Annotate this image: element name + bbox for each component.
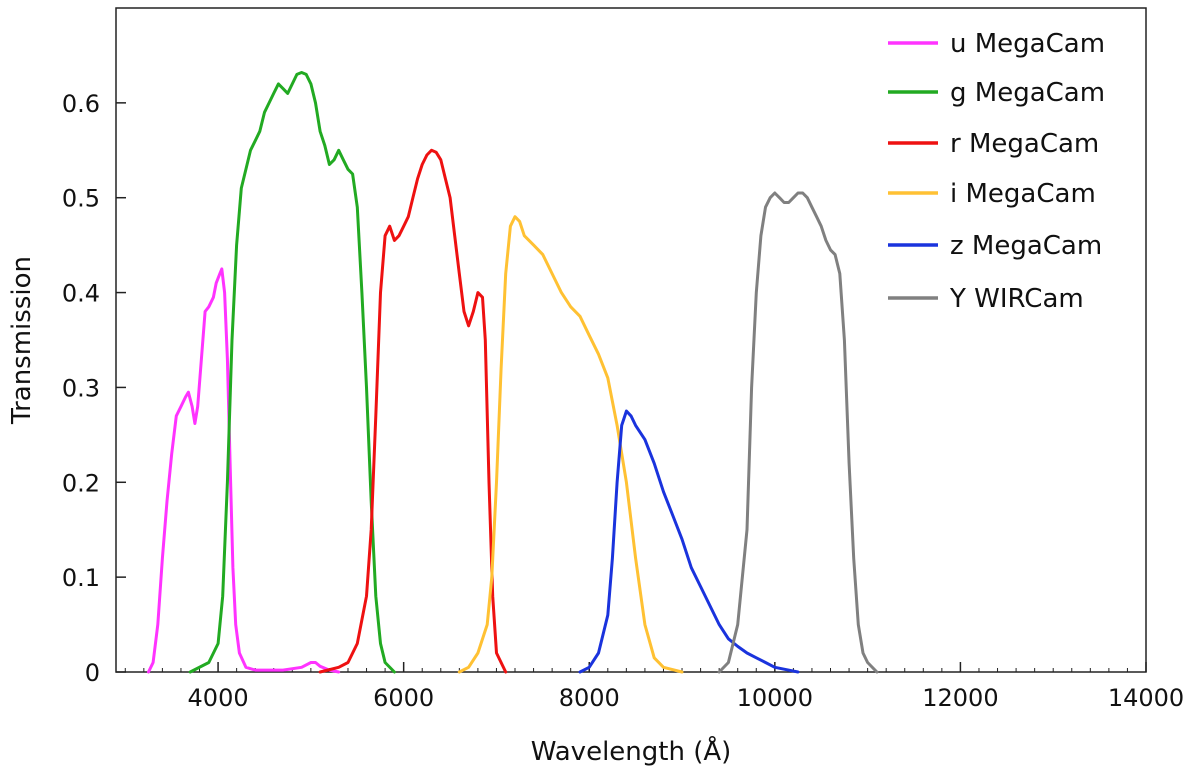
legend-label-i: i MegaCam xyxy=(950,179,1096,209)
plot-frame xyxy=(115,7,1147,673)
x-tick-label: 10000 xyxy=(737,684,813,712)
series-line-3 xyxy=(457,215,684,674)
x-tick-label: 6000 xyxy=(373,684,434,712)
legend-label-y: Y WIRCam xyxy=(949,284,1084,314)
y-tick-label: 0.2 xyxy=(62,469,100,497)
y-tick-label: 0 xyxy=(85,659,100,687)
x-tick-label: 14000 xyxy=(1108,684,1184,712)
y-tick-label: 0.3 xyxy=(62,374,100,402)
x-tick-label: 8000 xyxy=(559,684,620,712)
legend-label-r: r MegaCam xyxy=(950,129,1099,159)
legend-entry-g: g MegaCam xyxy=(888,78,1105,108)
x-axis-ticks: 4000 6000 8000 10000 12000 14000 xyxy=(188,662,1184,712)
y-tick-label: 0.6 xyxy=(62,90,100,118)
legend: u MegaCam g MegaCam r MegaCam i MegaCam … xyxy=(888,29,1105,314)
x-tick-label: 4000 xyxy=(188,684,249,712)
legend-label-u: u MegaCam xyxy=(950,29,1105,59)
series-line-4 xyxy=(578,409,800,674)
y-tick-label: 0.1 xyxy=(62,564,100,592)
series-line-0 xyxy=(147,267,341,674)
legend-entry-i: i MegaCam xyxy=(888,179,1096,209)
legend-entry-u: u MegaCam xyxy=(888,29,1105,59)
series-line-1 xyxy=(188,71,396,674)
series-line-2 xyxy=(318,148,508,674)
y-axis-ticks: 0 0.1 0.2 0.3 0.4 0.5 0.6 xyxy=(62,90,126,687)
x-tick-label: 12000 xyxy=(922,684,998,712)
series-lines xyxy=(147,71,879,674)
y-tick-label: 0.5 xyxy=(62,185,100,213)
legend-label-z: z MegaCam xyxy=(950,231,1102,261)
legend-label-g: g MegaCam xyxy=(950,78,1105,108)
x-axis-title: Wavelength (Å) xyxy=(531,735,732,767)
legend-entry-z: z MegaCam xyxy=(888,231,1102,261)
y-axis-title: Transmission xyxy=(7,256,37,425)
legend-entry-y: Y WIRCam xyxy=(888,284,1084,314)
y-tick-label: 0.4 xyxy=(62,280,100,308)
series-line-5 xyxy=(717,191,879,674)
legend-entry-r: r MegaCam xyxy=(888,129,1099,159)
